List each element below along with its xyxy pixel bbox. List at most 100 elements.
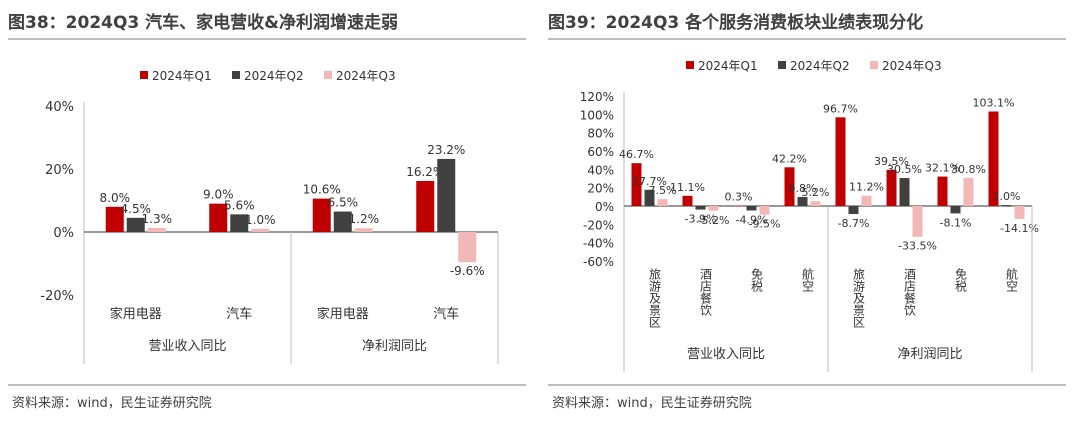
data-label: 4.5% (121, 202, 152, 216)
bar (631, 163, 642, 206)
x-category-label: 家用电器 (110, 306, 162, 322)
bar (912, 206, 923, 237)
bar (810, 201, 821, 206)
bar (354, 228, 373, 232)
y-tick-label: 100% (580, 108, 614, 122)
source-divider (8, 384, 526, 386)
x-category-label: 免税 (750, 267, 764, 293)
data-label: -33.5% (898, 240, 937, 253)
data-label: 103.1% (973, 96, 1015, 109)
data-label: 39.5% (874, 155, 909, 168)
bar (251, 228, 270, 232)
data-label: 1.3% (142, 212, 173, 226)
legend-label: 2024年Q3 (336, 69, 396, 83)
data-label: -5.2% (698, 214, 730, 227)
data-label: 9.8% (789, 182, 817, 195)
legend-label: 2024年Q1 (698, 59, 758, 73)
data-label: 30.8% (951, 163, 986, 176)
data-label: 1.2% (349, 212, 380, 226)
bar (209, 203, 228, 232)
data-label: -9.5% (749, 218, 781, 231)
data-label: 6.5% (328, 196, 359, 210)
y-tick-label: -60% (583, 255, 614, 269)
bar (230, 214, 249, 232)
data-label: 5.2% (802, 186, 830, 199)
data-label: 42.2% (772, 152, 807, 165)
bar (695, 206, 706, 210)
bar (1001, 205, 1012, 206)
data-label: -8.7% (838, 217, 870, 230)
chart-panel-38: 图38：2024Q3 汽车、家电营收&净利润增速走弱 2024年Q1 2024年Q… (8, 13, 526, 411)
bar (1014, 206, 1025, 219)
x-category-label: 航空 (1005, 267, 1019, 292)
bar (963, 177, 974, 206)
bar (682, 195, 693, 206)
bar (644, 189, 655, 206)
y-tick-label: 40% (587, 163, 614, 177)
chart-title: 图38：2024Q3 汽车、家电营收&净利润增速走弱 (8, 13, 398, 33)
x-category-label: 汽车 (226, 306, 252, 322)
source-note: 资料来源：wind，民生证券研究院 (12, 396, 212, 411)
data-label: 32.1% (925, 162, 960, 175)
bar (886, 169, 897, 206)
y-tick-label: 20% (587, 182, 614, 196)
x-category-label: 酒店餐饮 (699, 268, 713, 317)
data-label: 46.7% (619, 148, 654, 161)
x-category-label: 航空 (801, 267, 815, 292)
bar (759, 206, 770, 215)
bar (848, 206, 859, 214)
legend-label: 2024年Q3 (882, 59, 942, 73)
bar-chart-38: 2024年Q1 2024年Q2 2024年Q3 -20% 0% 20% 40% 8.0%4.5… (40, 69, 499, 364)
data-label: 8.0% (100, 191, 131, 205)
data-label: 0.3% (725, 191, 753, 204)
data-label: 1.0% (993, 190, 1021, 203)
legend-swatch (870, 61, 878, 69)
bar (899, 178, 910, 206)
legend-swatch (686, 61, 694, 69)
data-label: -8.1% (940, 216, 972, 229)
y-tick-label: -40% (583, 237, 614, 251)
bar (657, 199, 668, 206)
x-category-label: 免税 (954, 267, 968, 293)
data-label: 5.6% (224, 198, 255, 212)
data-label: 7.5% (649, 184, 677, 197)
x-category-label: 家用电器 (317, 306, 369, 322)
y-tick-label: 20% (45, 163, 74, 178)
bar (312, 198, 331, 232)
y-tick-label: 40% (45, 100, 74, 115)
data-label: 11.1% (670, 181, 705, 194)
x-group-label: 净利润同比 (897, 347, 962, 362)
data-label: 23.2% (427, 143, 465, 157)
bar (458, 232, 477, 263)
bar (746, 206, 757, 211)
bar (861, 195, 872, 206)
data-label: 17.7% (632, 175, 667, 188)
bar (105, 206, 124, 232)
data-label: 1.0% (245, 213, 276, 227)
y-tick-label: -20% (40, 289, 74, 304)
legend-swatch (140, 71, 148, 79)
y-tick-label: -20% (583, 218, 614, 232)
bar (835, 117, 846, 206)
bar (988, 111, 999, 206)
bar-chart-39: 2024年Q1 2024年Q2 2024年Q3 -60% -40% -20% 0% 20% 40… (580, 59, 1039, 372)
source-note: 资料来源：wind，民生证券研究院 (552, 396, 752, 411)
data-label: 30.5% (887, 163, 922, 176)
y-tick-label: 60% (587, 145, 614, 159)
chart-title: 图39：2024Q3 各个服务消费板块业绩表现分化 (548, 13, 924, 33)
x-category-label: 酒店餐饮 (903, 268, 917, 317)
title-divider (8, 38, 526, 40)
legend-swatch (324, 71, 332, 79)
data-label: 11.2% (849, 181, 884, 194)
bar (333, 211, 352, 232)
data-label: 16.2% (406, 165, 444, 179)
bar (797, 197, 808, 206)
bar (416, 180, 435, 232)
y-tick-label: 80% (587, 127, 614, 141)
x-group-label: 净利润同比 (362, 339, 427, 354)
y-tick-label: 120% (580, 90, 614, 104)
data-label: 10.6% (303, 183, 341, 197)
legend-swatch (232, 71, 240, 79)
x-category-label: 汽车 (433, 306, 459, 322)
data-label: -14.1% (1000, 222, 1039, 235)
